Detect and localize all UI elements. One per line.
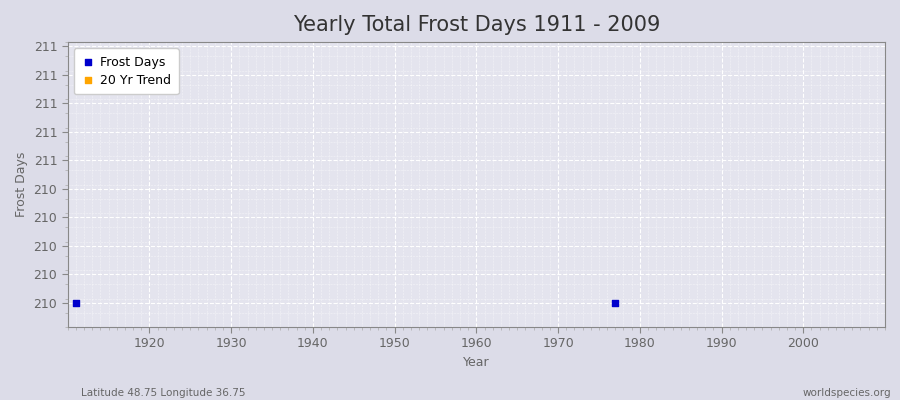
Frost Days	[608, 300, 623, 306]
Legend: Frost Days, 20 Yr Trend: Frost Days, 20 Yr Trend	[74, 48, 179, 94]
Title: Yearly Total Frost Days 1911 - 2009: Yearly Total Frost Days 1911 - 2009	[292, 15, 660, 35]
Text: worldspecies.org: worldspecies.org	[803, 388, 891, 398]
Text: Latitude 48.75 Longitude 36.75: Latitude 48.75 Longitude 36.75	[81, 388, 246, 398]
Y-axis label: Frost Days: Frost Days	[15, 152, 28, 217]
X-axis label: Year: Year	[463, 356, 490, 369]
Frost Days	[68, 300, 83, 306]
